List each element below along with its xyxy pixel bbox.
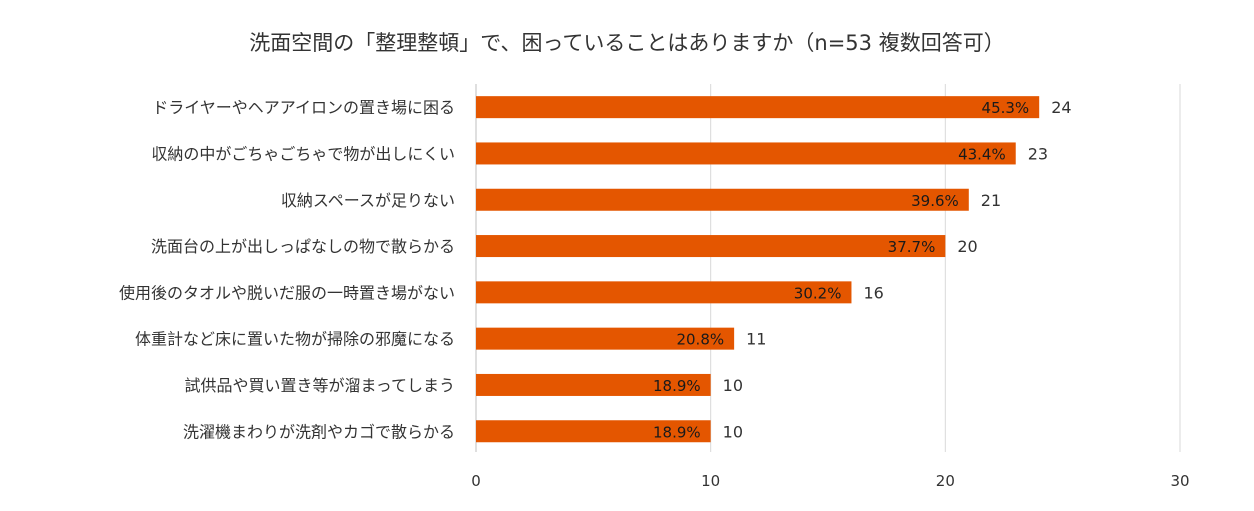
percent-label: 18.9% bbox=[653, 377, 701, 395]
percent-label: 39.6% bbox=[911, 192, 959, 210]
percent-label: 20.8% bbox=[676, 331, 724, 349]
category-label: ドライヤーやヘアアイロンの置き場に困る bbox=[152, 98, 455, 117]
value-label: 21 bbox=[981, 191, 1001, 210]
percent-label: 37.7% bbox=[888, 238, 936, 256]
bar bbox=[476, 142, 1016, 165]
bar bbox=[476, 281, 852, 304]
value-label: 23 bbox=[1028, 144, 1048, 163]
percent-labels: 45.3% 43.4% 39.6% 37.7% 30.2% 20.8% 18.9% 18.9% bbox=[653, 99, 1029, 441]
percent-label: 43.4% bbox=[958, 145, 1006, 163]
percent-label: 45.3% bbox=[982, 99, 1030, 117]
chart-title: 洗面空間の「整理整頓」で、困っていることはありますか（n=53 複数回答可） bbox=[249, 31, 1004, 55]
category-label: 収納の中がごちゃごちゃで物が出しにくい bbox=[151, 144, 455, 163]
bar bbox=[476, 373, 711, 396]
category-label: 使用後のタオルや脱いだ服の一時置き場がない bbox=[119, 283, 455, 302]
category-label: 試供品や買い置き等が溜まってしまう bbox=[184, 376, 455, 395]
category-label: 洗濯機まわりが洗剤やカゴで散らかる bbox=[183, 422, 455, 441]
category-labels: ドライヤーやヘアアイロンの置き場に困る収納の中がごちゃごちゃで物が出しにくい収納… bbox=[119, 98, 455, 441]
value-labels: 24 23 21 20 16 11 10 10 bbox=[723, 98, 1072, 441]
value-label: 10 bbox=[723, 422, 743, 441]
bar bbox=[476, 96, 1040, 119]
bar bbox=[476, 235, 946, 258]
value-label: 24 bbox=[1051, 98, 1071, 117]
x-tick-label: 20 bbox=[936, 472, 955, 490]
value-label: 11 bbox=[746, 330, 766, 349]
category-label: 収納スペースが足りない bbox=[281, 191, 455, 210]
bar bbox=[476, 420, 711, 443]
bar bbox=[476, 188, 969, 211]
x-tick-label: 10 bbox=[701, 472, 720, 490]
gridlines bbox=[475, 84, 1181, 452]
percent-label: 30.2% bbox=[794, 284, 842, 302]
bars bbox=[476, 96, 1040, 443]
category-label: 洗面台の上が出しっぱなしの物で散らかる bbox=[151, 237, 455, 256]
value-label: 10 bbox=[723, 376, 743, 395]
percent-label: 18.9% bbox=[653, 423, 701, 441]
x-tick-label: 30 bbox=[1170, 472, 1189, 490]
x-axis-ticks: 0 10 20 30 bbox=[471, 472, 1189, 490]
x-tick-label: 0 bbox=[471, 472, 481, 490]
bar bbox=[476, 327, 735, 350]
category-label: 体重計など床に置いた物が掃除の邪魔になる bbox=[135, 330, 455, 349]
value-label: 20 bbox=[957, 237, 977, 256]
value-label: 16 bbox=[863, 283, 883, 302]
